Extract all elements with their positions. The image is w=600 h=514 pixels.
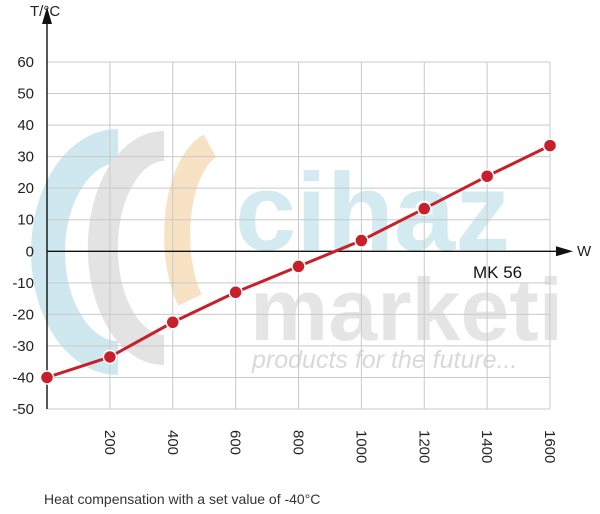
data-point (479, 168, 495, 184)
y-tick-label: 10 (17, 212, 34, 229)
data-point (291, 259, 306, 274)
y-tick-label: 40 (17, 117, 34, 134)
watermark-arc-cyan (31, 129, 119, 375)
series-label: MK 56 (473, 263, 522, 282)
x-axis-arrow (556, 246, 573, 257)
watermark-slogan: products for the future... (251, 346, 517, 374)
series-layer (39, 138, 558, 385)
y-tick-label: -30 (12, 338, 34, 355)
x-tick-label: 400 (164, 430, 181, 455)
grid (47, 61, 551, 410)
y-axis-arrow (42, 7, 52, 24)
axes (42, 7, 573, 409)
watermark-line2: marketi (250, 260, 563, 359)
x-tick-label: 1600 (541, 430, 558, 463)
x-tick-label: 1400 (478, 430, 495, 463)
data-point (542, 138, 558, 153)
y-tick-label: -40 (12, 369, 34, 386)
data-point (354, 233, 369, 248)
data-point (417, 201, 432, 216)
data-point (102, 349, 118, 365)
y-tick-label: 0 (26, 243, 34, 260)
x-tick-label: 1200 (415, 430, 432, 463)
x-tick-labels: 200 400 600 800 1000 1200 1400 1600 (101, 430, 558, 463)
x-axis-title: W (577, 243, 592, 260)
x-tick-label: 600 (227, 430, 244, 455)
y-tick-label: 60 (17, 54, 34, 71)
y-tick-label: 30 (17, 149, 34, 166)
chart-caption: Heat compensation with a set value of -4… (44, 491, 321, 507)
data-point (165, 315, 180, 330)
watermark-line1: cihaz (235, 151, 510, 274)
y-tick-label: -10 (12, 275, 34, 292)
y-tick-label: 50 (17, 86, 34, 103)
x-tick-label: 800 (290, 430, 307, 455)
data-point (39, 370, 55, 385)
watermark-arc-gray (87, 131, 165, 365)
x-tick-label: 200 (101, 430, 118, 455)
y-tick-label: 20 (17, 180, 34, 197)
y-tick-labels: 60 50 40 30 20 10 0 -10 -20 -30 -40 -50 (12, 54, 34, 418)
y-tick-label: -50 (12, 401, 34, 418)
y-tick-label: -20 (12, 306, 34, 323)
data-point (228, 285, 243, 300)
watermark-arc-orange (164, 134, 217, 306)
y-axis-title: T/°C (30, 3, 60, 20)
x-tick-label: 1000 (352, 430, 369, 463)
